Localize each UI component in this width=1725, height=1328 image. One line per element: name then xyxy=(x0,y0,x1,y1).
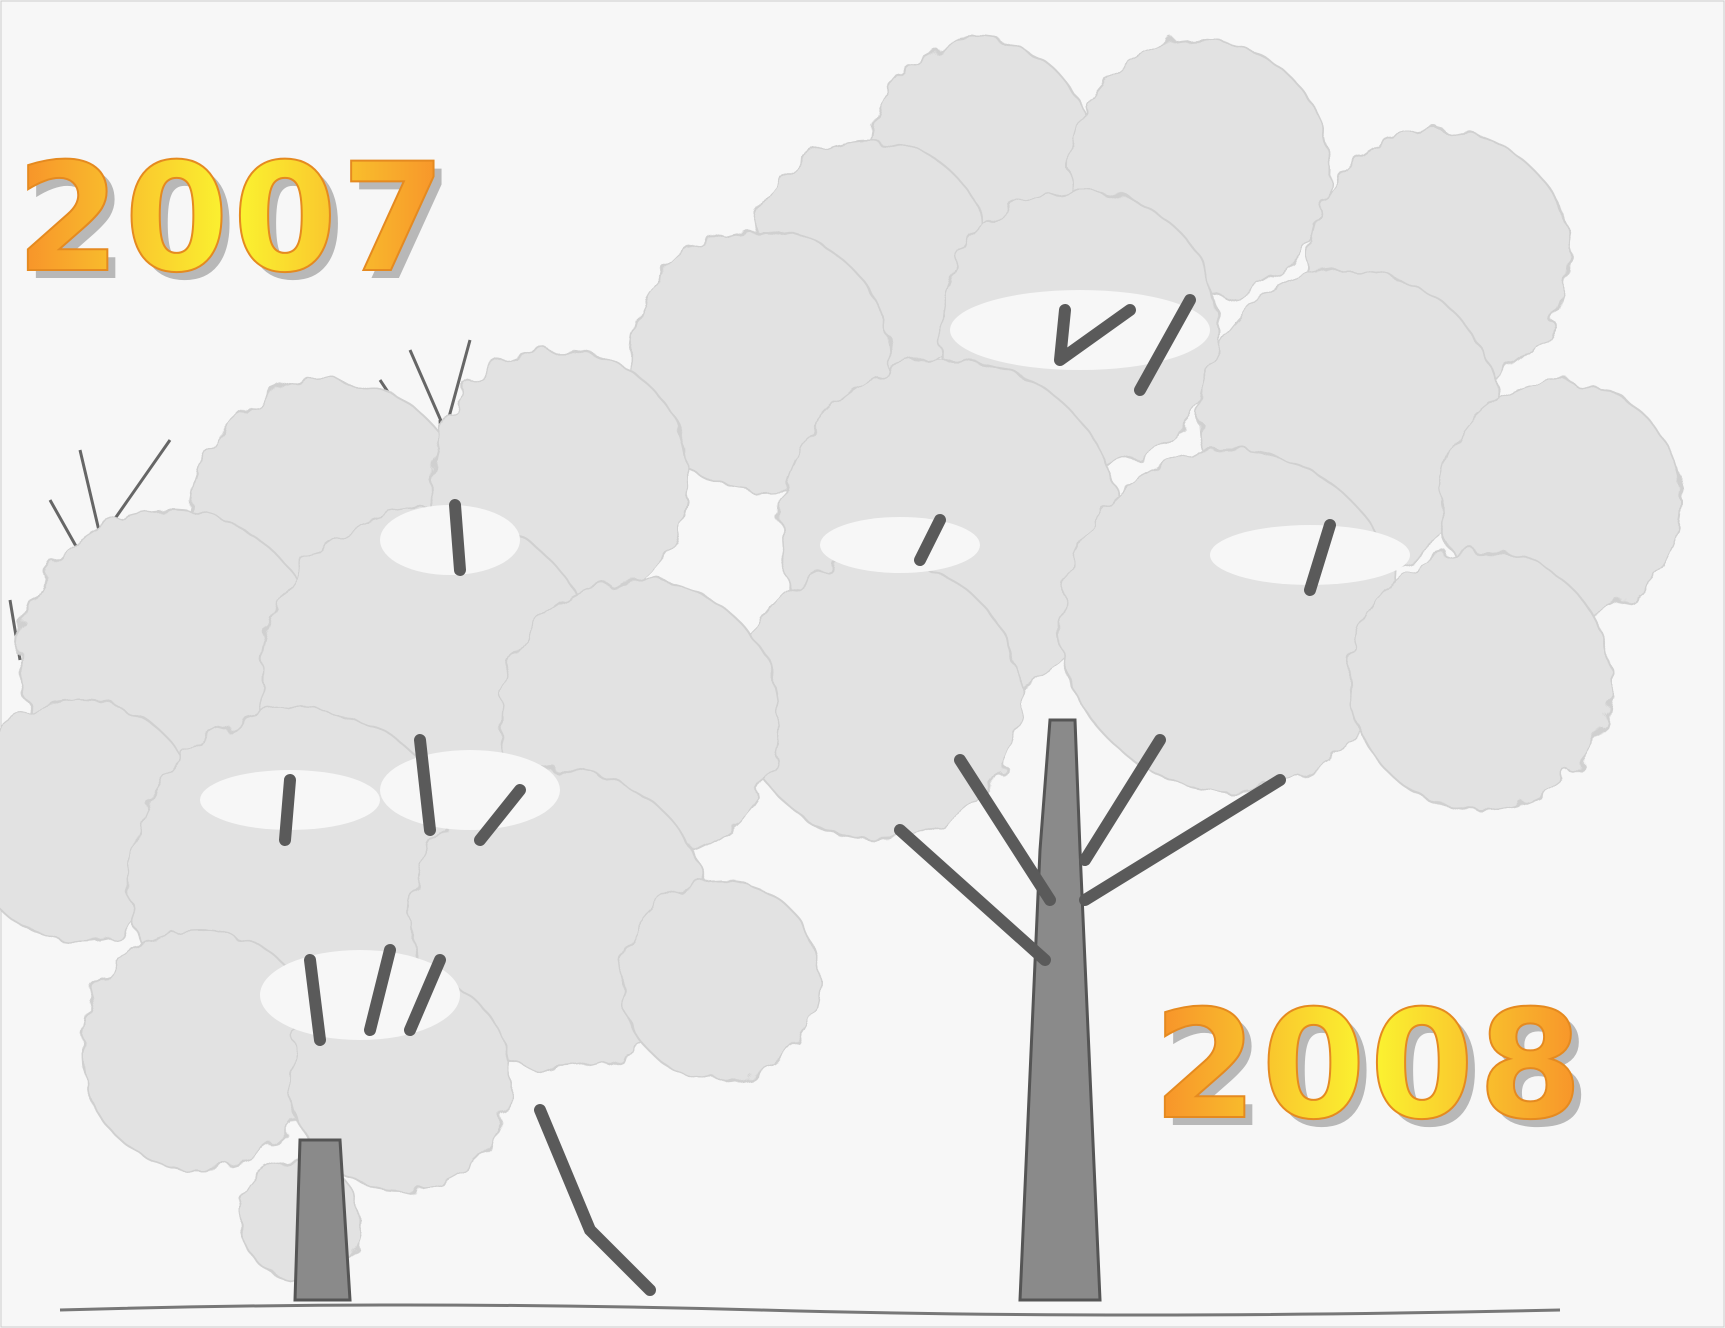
year-label: 2007 xyxy=(16,132,449,306)
year-label: 2008 xyxy=(1153,979,1586,1153)
page: 2007 2007 2008 2008 (() => { const data … xyxy=(0,0,1725,1328)
scene: 2007 2007 2008 2008 xyxy=(0,0,1725,1328)
